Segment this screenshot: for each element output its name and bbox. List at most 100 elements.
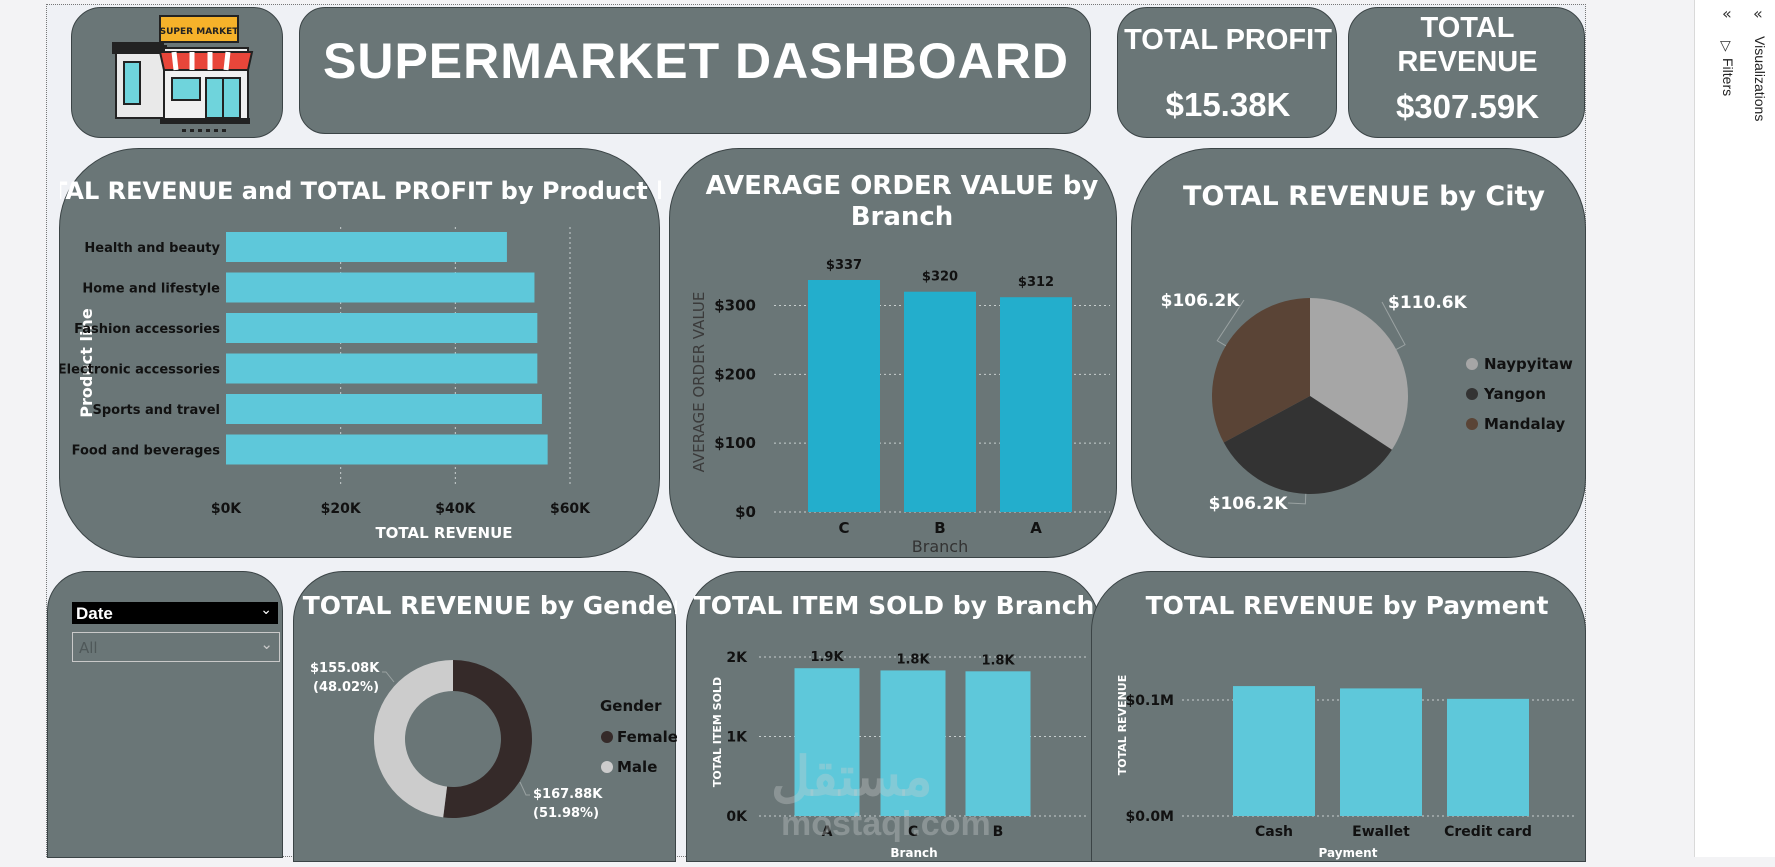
kpi-revenue-label-1: TOTAL [1420,12,1515,44]
aov-bar[interactable] [904,291,976,512]
product-line-bar[interactable] [226,353,538,384]
payment-bar[interactable] [1233,686,1315,816]
product-line-category-label: Food and beverages [72,444,221,459]
product-line-category-label: Health and beauty [84,241,220,256]
gender-donut-slice[interactable] [443,660,532,818]
gender-chart[interactable]: TOTAL REVENUE by Gender Gender $167.88K (… [294,572,686,863]
product-line-tick-label: $40K [435,501,476,517]
city-data-label: $106.2K [1161,291,1241,311]
aov-tick-label: $100 [714,434,756,452]
items-chart-card[interactable]: TOTAL ITEM SOLD by Branch TOTAL ITEM SOL… [686,571,1100,862]
items-category-label: A [822,824,833,840]
filter-funnel-icon[interactable]: ▽ [1720,38,1731,54]
aov-chart-card[interactable]: AVERAGE ORDER VALUE by Branch AVERAGE OR… [669,148,1117,558]
city-data-label: $110.6K [1388,293,1468,313]
items-chart[interactable]: TOTAL ITEM SOLD by Branch TOTAL ITEM SOL… [687,572,1101,863]
date-slicer-dropdown[interactable]: All ⌄ [72,632,280,662]
city-legend-marker [1466,358,1478,370]
city-pie-slice[interactable] [1310,298,1408,450]
city-legend-marker [1466,388,1478,400]
product-line-title: TOTAL REVENUE and TOTAL PROFIT by Produc… [60,177,661,205]
aov-bar[interactable] [808,280,880,512]
store-icon: SUPER MARKET [112,15,254,132]
product-line-bar[interactable] [226,313,538,343]
collapse-visualizations-icon[interactable]: « [1753,4,1763,23]
payment-tick-label: $0.1M [1126,693,1174,709]
date-slicer-label: Date [76,604,113,623]
payment-category-label: Cash [1255,824,1293,840]
product-line-category-label: Fashion accessories [74,322,220,337]
items-data-label: 1.9K [810,650,844,665]
chevron-down-icon[interactable]: ⌄ [260,602,272,618]
items-bar[interactable] [794,668,860,816]
payment-bar[interactable] [1447,698,1529,816]
city-title: TOTAL REVENUE by City [1183,181,1545,212]
product-line-category-label: Electronic accessories [60,363,220,378]
aov-xlabel: Branch [912,537,968,556]
city-leader-line [1287,493,1307,505]
items-ylabel: TOTAL ITEM SOLD [711,677,724,787]
side-pane: « « ▽ Filters Visualizations [1694,0,1775,857]
gender-title: TOTAL REVENUE by Gender [303,591,677,620]
product-line-ylabel: Product line [77,308,96,418]
aov-title-line2: Branch [851,202,954,232]
date-slicer-header[interactable]: Date ⌄ [72,602,278,624]
kpi-profit-card[interactable]: TOTAL PROFIT $15.38K [1117,7,1337,138]
aov-data-label: $312 [1018,275,1054,290]
product-line-bar[interactable] [226,232,507,262]
aov-bar[interactable] [1000,297,1072,512]
product-line-xlabel: TOTAL REVENUE [375,524,512,542]
city-legend-label[interactable]: Yangon [1483,385,1546,403]
gender-legend-label[interactable]: Male [617,758,657,776]
payment-tick-label: $0.0M [1126,809,1174,825]
aov-chart[interactable]: AVERAGE ORDER VALUE by Branch AVERAGE OR… [670,149,1118,559]
items-category-label: B [993,824,1004,840]
gender-chart-card[interactable]: TOTAL REVENUE by Gender Gender $167.88K (… [293,571,686,863]
city-chart-card[interactable]: TOTAL REVENUE by City $110.6K $106.2K $106… [1131,148,1586,558]
city-leader-line [1216,299,1245,347]
kpi-revenue-card[interactable]: TOTAL REVENUE $307.59K [1348,7,1585,138]
aov-tick-label: $200 [714,365,756,383]
collapse-filters-icon[interactable]: « [1722,4,1732,23]
kpi-profit-label: TOTAL PROFIT [1124,24,1332,56]
product-line-chart-card[interactable]: TOTAL REVENUE and TOTAL PROFIT by Produc… [14,148,706,559]
kpi-profit-value: $15.38K [1165,86,1291,123]
report-canvas: SUPER MARKET SUPERMARKET DASHBOARD TOTAL… [14,4,1586,862]
items-bar[interactable] [965,671,1031,816]
aov-title-line1: AVERAGE ORDER VALUE by [706,171,1099,201]
items-xlabel: Branch [890,846,937,860]
payment-chart[interactable]: TOTAL REVENUE by Payment TOTAL REVENUE P… [1092,572,1587,863]
items-tick-label: 2K [726,650,748,666]
aov-data-label: $320 [922,270,958,285]
payment-category-label: Credit card [1444,824,1532,840]
product-line-chart[interactable]: TOTAL REVENUE and TOTAL PROFIT by Produc… [14,149,706,559]
product-line-bar[interactable] [226,434,548,465]
payment-bar[interactable] [1340,688,1422,816]
aov-ylabel: AVERAGE ORDER VALUE [690,292,708,473]
items-tick-label: 1K [726,730,748,746]
product-line-tick-label: $20K [321,501,362,517]
items-category-label: C [908,824,918,840]
kpi-revenue-label-2: REVENUE [1397,46,1538,78]
product-line-bar[interactable] [226,272,535,303]
gender-legend-label[interactable]: Female [617,728,678,746]
product-line-bar[interactable] [226,394,542,424]
city-legend-label[interactable]: Naypyitaw [1484,355,1573,373]
city-legend-marker [1466,418,1478,430]
city-chart[interactable]: TOTAL REVENUE by City $110.6K $106.2K $106… [1132,149,1587,559]
city-legend-label[interactable]: Mandalay [1484,415,1565,433]
items-bar[interactable] [880,670,946,816]
payment-chart-card[interactable]: TOTAL REVENUE by Payment TOTAL REVENUE P… [1091,571,1586,862]
city-pie-slice[interactable] [1212,298,1310,443]
product-line-category-label: Sports and travel [93,403,221,418]
city-pie-slice[interactable] [1223,396,1392,495]
aov-tick-label: $300 [714,296,756,314]
aov-category-label: A [1030,519,1042,537]
gender-donut-slice[interactable] [373,660,453,818]
filters-pane-label[interactable]: Filters [1720,58,1736,97]
city-leader-line [1381,301,1406,350]
visualizations-pane-label[interactable]: Visualizations [1752,36,1768,122]
chevron-down-icon[interactable]: ⌄ [260,635,273,653]
product-line-tick-label: $60K [550,501,591,517]
items-tick-label: 0K [726,809,748,825]
